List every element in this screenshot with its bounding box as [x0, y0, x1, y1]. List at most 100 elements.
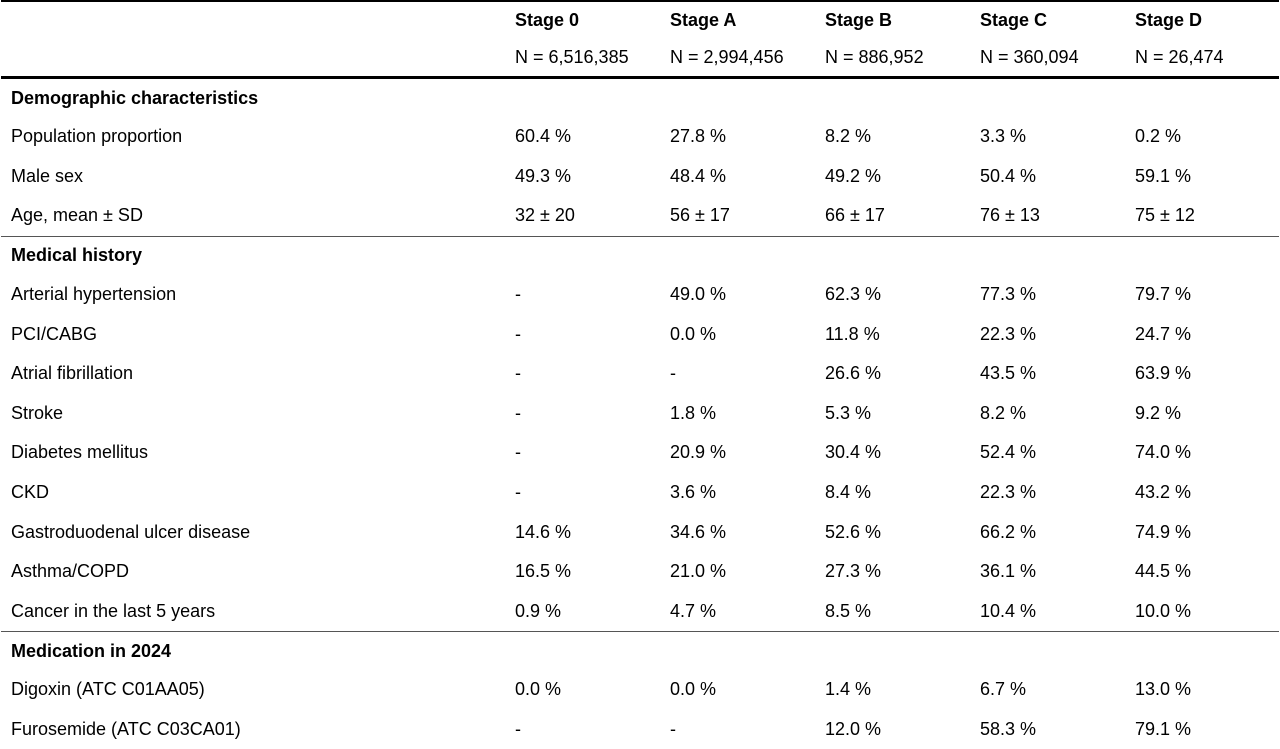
cell-stage-b: 52.6 % — [825, 521, 882, 542]
header-stage-c: Stage C — [970, 0, 1125, 38]
row-label: Diabetes mellitus — [11, 442, 149, 463]
cell-stage-c: 52.4 % — [980, 442, 1037, 463]
section-heading: Medical history — [1, 235, 1279, 275]
cell-stage-0: 16.5 % — [515, 561, 572, 582]
section-medication: Medication in 2024 Digoxin (ATC C01AA05)… — [1, 631, 1279, 749]
cell-stage-a: 20.9 % — [670, 442, 727, 463]
header-n-stage-d: N = 26,474 — [1125, 38, 1279, 79]
table-row: Atrial fibrillation - - 26.6 % 43.5 % 63… — [1, 354, 1279, 394]
cell-stage-0: - — [515, 482, 521, 503]
cell-stage-0: 32 ± 20 — [515, 205, 575, 226]
cell-stage-b: 8.2 % — [825, 126, 872, 147]
table-row: Cancer in the last 5 years 0.9 % 4.7 % 8… — [1, 592, 1279, 632]
cell-stage-0: - — [515, 442, 521, 463]
table-row: Furosemide (ATC C03CA01) - - 12.0 % 58.3… — [1, 710, 1279, 749]
cell-stage-c: 6.7 % — [980, 679, 1027, 700]
cell-stage-a: 0.0 % — [670, 323, 717, 344]
cell-stage-a: - — [670, 363, 676, 384]
header-stage-d: Stage D — [1125, 0, 1279, 38]
section-heading-row: Demographic characteristics — [1, 78, 1279, 118]
cell-stage-a: 27.8 % — [670, 126, 727, 147]
cell-stage-a: 34.6 % — [670, 521, 727, 542]
cell-stage-d: 79.7 % — [1135, 284, 1192, 305]
section-heading-row: Medical history — [1, 235, 1279, 275]
row-label: Age, mean ± SD — [11, 205, 143, 226]
cell-stage-0: 0.9 % — [515, 600, 562, 621]
table-row: Diabetes mellitus - 20.9 % 30.4 % 52.4 %… — [1, 433, 1279, 473]
header-stage-a: Stage A — [660, 0, 815, 38]
row-label: Furosemide (ATC C03CA01) — [11, 719, 241, 740]
cell-stage-0: - — [515, 363, 521, 384]
cell-stage-d: 63.9 % — [1135, 363, 1192, 384]
table-row: Asthma/COPD 16.5 % 21.0 % 27.3 % 36.1 % … — [1, 552, 1279, 592]
cell-stage-a: 1.8 % — [670, 402, 717, 423]
cell-stage-b: 27.3 % — [825, 561, 882, 582]
row-label: CKD — [11, 482, 50, 503]
cell-stage-c: 50.4 % — [980, 165, 1037, 186]
cell-stage-d: 43.2 % — [1135, 482, 1192, 503]
table-row: Arterial hypertension - 49.0 % 62.3 % 77… — [1, 275, 1279, 315]
cell-stage-b: 66 ± 17 — [825, 205, 885, 226]
cell-stage-b: 1.4 % — [825, 679, 872, 700]
cell-stage-c: 43.5 % — [980, 363, 1037, 384]
cell-stage-a: 3.6 % — [670, 482, 717, 503]
row-label: Atrial fibrillation — [11, 363, 134, 384]
cell-stage-c: 22.3 % — [980, 482, 1037, 503]
cell-stage-0: 49.3 % — [515, 165, 572, 186]
header-stage-b: Stage B — [815, 0, 970, 38]
cell-stage-c: 58.3 % — [980, 719, 1037, 740]
table-row: Population proportion 60.4 % 27.8 % 8.2 … — [1, 117, 1279, 157]
cell-stage-b: 11.8 % — [825, 323, 880, 344]
section-demographics: Demographic characteristics Population p… — [1, 78, 1279, 237]
cell-stage-c: 36.1 % — [980, 561, 1037, 582]
table-row: Male sex 49.3 % 48.4 % 49.2 % 50.4 % 59.… — [1, 157, 1279, 197]
cell-stage-c: 10.4 % — [980, 600, 1037, 621]
cell-stage-0: - — [515, 323, 521, 344]
row-label: Digoxin (ATC C01AA05) — [11, 679, 205, 700]
row-label: Arterial hypertension — [11, 284, 177, 305]
cell-stage-d: 0.2 % — [1135, 126, 1182, 147]
row-label: PCI/CABG — [11, 323, 98, 344]
cell-stage-c: 8.2 % — [980, 402, 1027, 423]
cell-stage-d: 74.9 % — [1135, 521, 1192, 542]
cell-stage-a: 0.0 % — [670, 679, 717, 700]
section-heading: Medication in 2024 — [1, 631, 1279, 671]
cell-stage-b: 30.4 % — [825, 442, 882, 463]
section-medical-history: Medical history Arterial hypertension - … — [1, 235, 1279, 632]
header-n-stage-b: N = 886,952 — [815, 38, 970, 79]
row-label: Male sex — [11, 165, 84, 186]
header-n-stage-c: N = 360,094 — [970, 38, 1125, 79]
cell-stage-b: 8.5 % — [825, 600, 872, 621]
cell-stage-c: 76 ± 13 — [980, 205, 1040, 226]
cell-stage-d: 74.0 % — [1135, 442, 1192, 463]
cell-stage-0: 14.6 % — [515, 521, 572, 542]
row-label: Stroke — [11, 402, 64, 423]
cell-stage-d: 59.1 % — [1135, 165, 1192, 186]
header-stage-row: Stage 0 Stage A Stage B Stage C Stage D — [1, 0, 1279, 38]
header-n-stage-a: N = 2,994,456 — [660, 38, 815, 79]
header-empty-cell — [1, 0, 505, 38]
cell-stage-0: - — [515, 284, 521, 305]
cell-stage-0: 60.4 % — [515, 126, 572, 147]
cell-stage-d: 79.1 % — [1135, 719, 1192, 740]
cell-stage-d: 13.0 % — [1135, 679, 1192, 700]
table-row: Stroke - 1.8 % 5.3 % 8.2 % 9.2 % — [1, 394, 1279, 434]
header-empty-cell — [1, 38, 505, 79]
table-row: Digoxin (ATC C01AA05) 0.0 % 0.0 % 1.4 % … — [1, 670, 1279, 710]
cell-stage-c: 3.3 % — [980, 126, 1027, 147]
cell-stage-c: 22.3 % — [980, 323, 1037, 344]
cell-stage-d: 9.2 % — [1135, 402, 1182, 423]
cell-stage-c: 66.2 % — [980, 521, 1037, 542]
cell-stage-b: 12.0 % — [825, 719, 882, 740]
row-label: Cancer in the last 5 years — [11, 600, 216, 621]
header-n-row: N = 6,516,385 N = 2,994,456 N = 886,952 … — [1, 38, 1279, 79]
cell-stage-d: 24.7 % — [1135, 323, 1192, 344]
row-label: Gastroduodenal ulcer disease — [11, 521, 251, 542]
table-row: Age, mean ± SD 32 ± 20 56 ± 17 66 ± 17 7… — [1, 196, 1279, 236]
cell-stage-b: 49.2 % — [825, 165, 882, 186]
cell-stage-a: 56 ± 17 — [670, 205, 730, 226]
row-label: Asthma/COPD — [11, 561, 130, 582]
table-row: PCI/CABG - 0.0 % 11.8 % 22.3 % 24.7 % — [1, 314, 1279, 354]
table-header: Stage 0 Stage A Stage B Stage C Stage D … — [1, 0, 1279, 79]
